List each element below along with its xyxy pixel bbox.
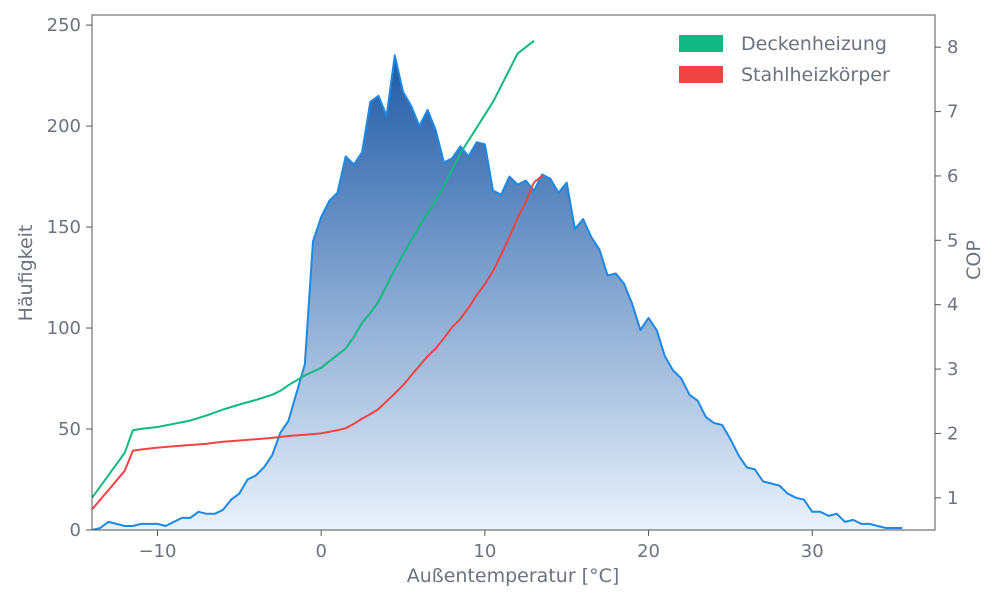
- y2-tick-label: 8: [947, 37, 958, 58]
- frequency-area: [92, 55, 903, 530]
- y-tick-label: 200: [47, 116, 81, 137]
- x-tick-label: 20: [637, 541, 660, 562]
- y2-tick-label: 7: [947, 102, 958, 123]
- y-tick-label: 150: [47, 217, 81, 238]
- cop-line-0: [92, 40, 535, 499]
- y-tick-label: 50: [58, 419, 81, 440]
- y-tick-label: 100: [47, 318, 81, 339]
- x-tick-label: 30: [801, 541, 824, 562]
- x-tick-label: 0: [315, 541, 326, 562]
- y2-tick-label: 6: [947, 166, 958, 187]
- legend-swatch-stahlheizkoerper: [679, 66, 723, 83]
- cop-line-1: [92, 175, 543, 511]
- y2-tick-label: 1: [947, 488, 958, 509]
- y-tick-label: 0: [70, 520, 81, 541]
- y2-axis-title: COP: [963, 240, 985, 280]
- y2-tick-label: 4: [947, 295, 958, 316]
- y-tick-label: 250: [47, 15, 81, 36]
- legend: Deckenheizung Stahlheizkörper: [679, 33, 890, 86]
- plot-frame: [91, 14, 936, 531]
- x-tick-label: 10: [473, 541, 496, 562]
- legend-label-stahlheizkoerper: Stahlheizkörper: [741, 64, 890, 86]
- legend-label-deckenheizung: Deckenheizung: [741, 33, 887, 55]
- legend-swatch-deckenheizung: [679, 35, 723, 52]
- y2-tick-label: 3: [947, 359, 958, 380]
- y2-tick-label: 5: [947, 230, 958, 251]
- x-tick-label: −10: [138, 541, 176, 562]
- x-axis-title: Außentemperatur [°C]: [407, 565, 620, 587]
- y2-tick-label: 2: [947, 423, 958, 444]
- frequency-line: [92, 54, 903, 530]
- y-axis-title: Häufigkeit: [15, 225, 37, 322]
